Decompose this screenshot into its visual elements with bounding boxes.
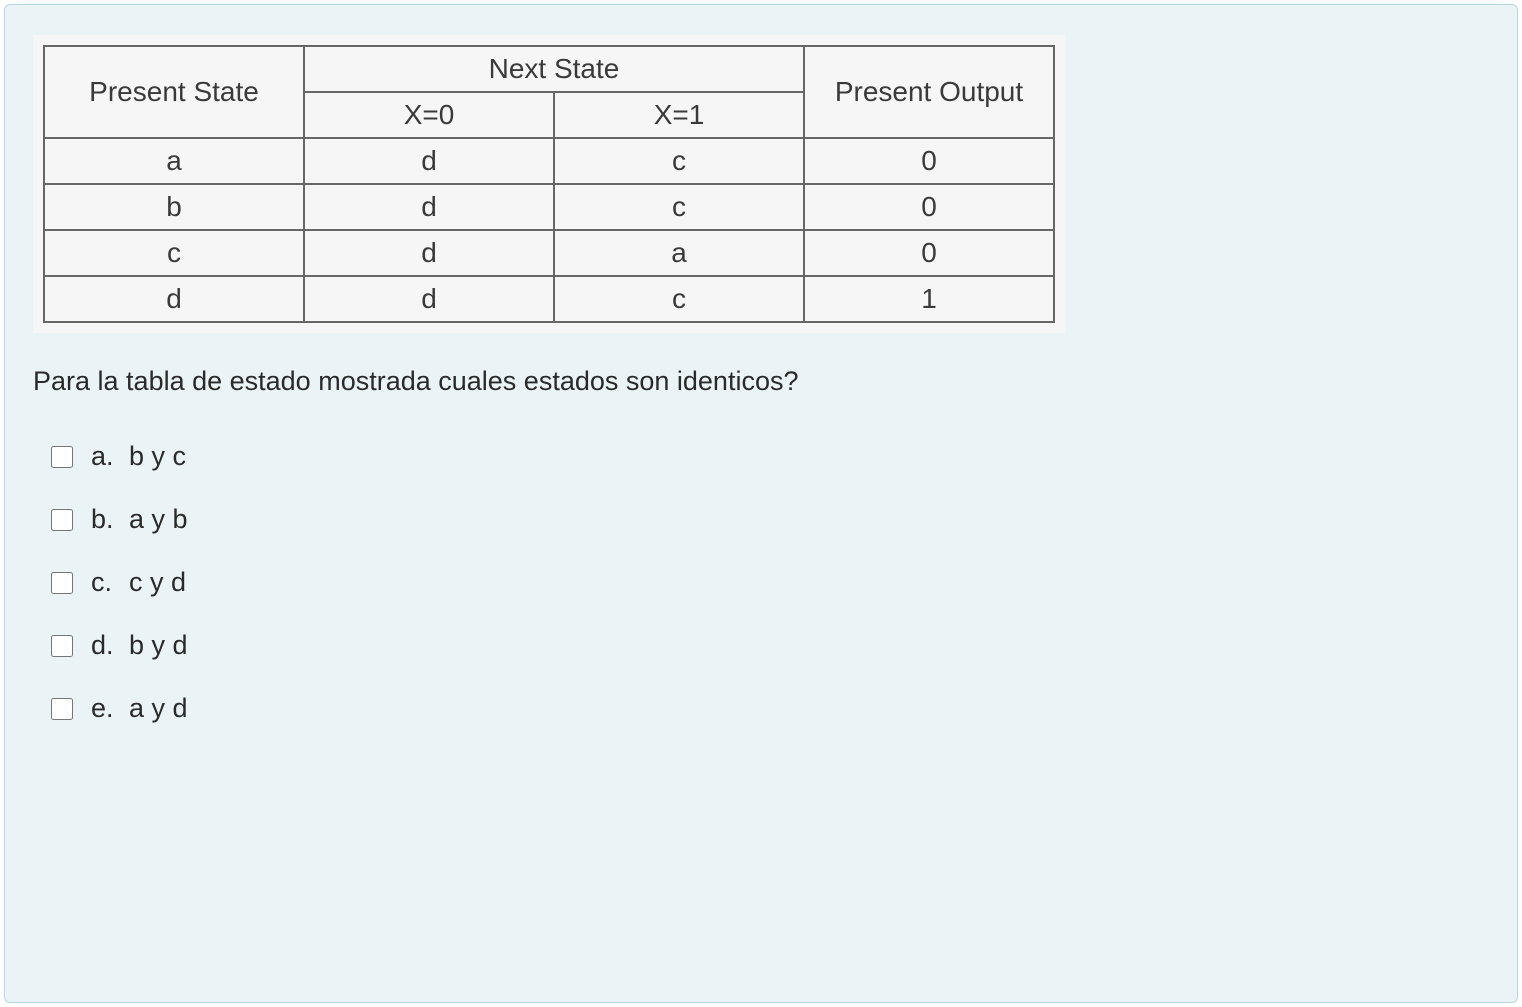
state-table: Present State Next State Present Output … [43, 45, 1055, 323]
table-row: a d c 0 [44, 138, 1054, 184]
table-row: d d c 1 [44, 276, 1054, 322]
cell-x0: d [304, 276, 554, 322]
cell-x1: c [554, 138, 804, 184]
state-table-body: a d c 0 b d c 0 c d a 0 d [44, 138, 1054, 322]
cell-present: c [44, 230, 304, 276]
option-a-checkbox[interactable] [51, 446, 73, 468]
cell-present: b [44, 184, 304, 230]
th-next-state: Next State [304, 46, 804, 92]
option-label: c y d [129, 567, 186, 598]
th-x1: X=1 [554, 92, 804, 138]
option-label: a y d [129, 693, 188, 724]
cell-present: d [44, 276, 304, 322]
state-table-wrap: Present State Next State Present Output … [33, 35, 1065, 333]
option-b-checkbox[interactable] [51, 509, 73, 531]
quiz-card: Present State Next State Present Output … [4, 4, 1518, 1003]
cell-x0: d [304, 230, 554, 276]
option-letter: a. [91, 441, 129, 472]
option-label: b y c [129, 441, 186, 472]
option-e-checkbox[interactable] [51, 698, 73, 720]
option-label: a y b [129, 504, 188, 535]
table-row: b d c 0 [44, 184, 1054, 230]
cell-x0: d [304, 184, 554, 230]
option-letter: e. [91, 693, 129, 724]
cell-output: 0 [804, 184, 1054, 230]
cell-x0: d [304, 138, 554, 184]
question-text: Para la tabla de estado mostrada cuales … [33, 366, 1489, 397]
cell-x1: a [554, 230, 804, 276]
cell-output: 1 [804, 276, 1054, 322]
option-c[interactable]: c. c y d [51, 567, 1489, 598]
option-a[interactable]: a. b y c [51, 441, 1489, 472]
option-letter: c. [91, 567, 129, 598]
th-present-state: Present State [44, 46, 304, 138]
option-letter: b. [91, 504, 129, 535]
options-list: a. b y c b. a y b c. c y d d. b y d e. a… [33, 441, 1489, 724]
option-d[interactable]: d. b y d [51, 630, 1489, 661]
option-label: b y d [129, 630, 188, 661]
th-x0: X=0 [304, 92, 554, 138]
cell-output: 0 [804, 230, 1054, 276]
option-b[interactable]: b. a y b [51, 504, 1489, 535]
cell-x1: c [554, 276, 804, 322]
table-row: c d a 0 [44, 230, 1054, 276]
option-d-checkbox[interactable] [51, 635, 73, 657]
th-present-output: Present Output [804, 46, 1054, 138]
option-c-checkbox[interactable] [51, 572, 73, 594]
cell-present: a [44, 138, 304, 184]
cell-x1: c [554, 184, 804, 230]
option-letter: d. [91, 630, 129, 661]
option-e[interactable]: e. a y d [51, 693, 1489, 724]
cell-output: 0 [804, 138, 1054, 184]
